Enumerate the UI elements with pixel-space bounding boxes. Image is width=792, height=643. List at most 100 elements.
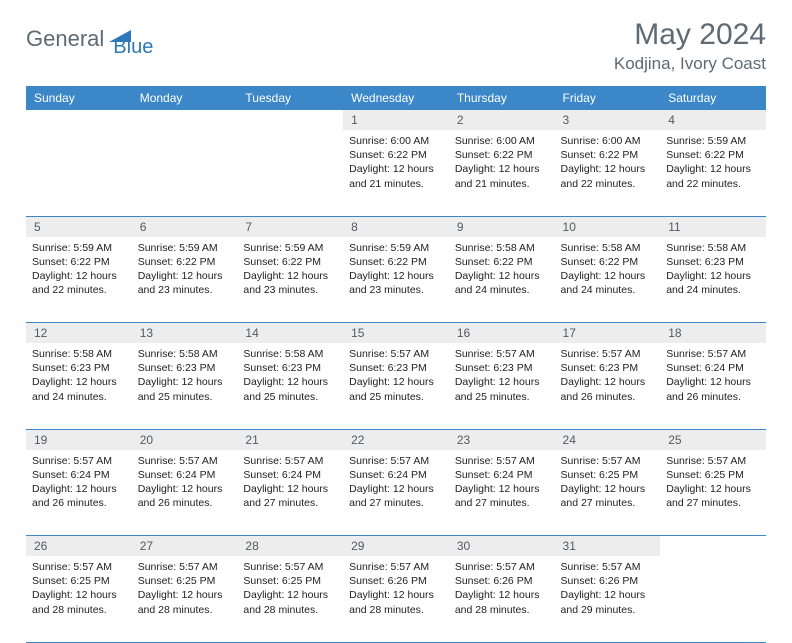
day-detail: Sunrise: 5:57 AMSunset: 6:24 PMDaylight:… (660, 343, 766, 410)
sunset-line: Sunset: 6:23 PM (561, 361, 655, 375)
sunrise-line: Sunrise: 5:58 AM (243, 347, 337, 361)
daylight-line: Daylight: 12 hours and 21 minutes. (455, 162, 549, 190)
sunset-line: Sunset: 6:23 PM (455, 361, 549, 375)
sunset-line: Sunset: 6:25 PM (138, 574, 232, 588)
sunrise-line: Sunrise: 5:58 AM (138, 347, 232, 361)
day-number-row: 262728293031 (26, 536, 766, 557)
day-number-cell: 28 (237, 536, 343, 557)
day-content-cell: Sunrise: 5:57 AMSunset: 6:25 PMDaylight:… (660, 450, 766, 536)
day-number-cell: 12 (26, 323, 132, 344)
day-number-cell: 11 (660, 216, 766, 237)
sunrise-line: Sunrise: 5:57 AM (455, 347, 549, 361)
sunset-line: Sunset: 6:23 PM (243, 361, 337, 375)
day-content-cell: Sunrise: 5:59 AMSunset: 6:22 PMDaylight:… (237, 237, 343, 323)
day-content-cell: Sunrise: 5:57 AMSunset: 6:25 PMDaylight:… (26, 556, 132, 642)
day-content-cell: Sunrise: 5:57 AMSunset: 6:25 PMDaylight:… (237, 556, 343, 642)
sunset-line: Sunset: 6:24 PM (455, 468, 549, 482)
weekday-header: Thursday (449, 86, 555, 110)
day-content-cell: Sunrise: 5:59 AMSunset: 6:22 PMDaylight:… (343, 237, 449, 323)
daylight-line: Daylight: 12 hours and 27 minutes. (243, 482, 337, 510)
sunset-line: Sunset: 6:23 PM (666, 255, 760, 269)
day-detail: Sunrise: 5:57 AMSunset: 6:26 PMDaylight:… (449, 556, 555, 623)
day-number-row: 567891011 (26, 216, 766, 237)
logo-text-general: General (26, 26, 104, 52)
day-number-cell: 14 (237, 323, 343, 344)
day-detail: Sunrise: 6:00 AMSunset: 6:22 PMDaylight:… (343, 130, 449, 197)
sunset-line: Sunset: 6:22 PM (349, 255, 443, 269)
day-content-cell: Sunrise: 5:57 AMSunset: 6:24 PMDaylight:… (660, 343, 766, 429)
daylight-line: Daylight: 12 hours and 22 minutes. (32, 269, 126, 297)
day-content-cell: Sunrise: 5:57 AMSunset: 6:24 PMDaylight:… (449, 450, 555, 536)
day-detail: Sunrise: 5:57 AMSunset: 6:25 PMDaylight:… (660, 450, 766, 517)
day-number-cell: 23 (449, 429, 555, 450)
sunset-line: Sunset: 6:22 PM (455, 255, 549, 269)
day-content-cell: Sunrise: 5:59 AMSunset: 6:22 PMDaylight:… (132, 237, 238, 323)
sunrise-line: Sunrise: 5:57 AM (243, 454, 337, 468)
sunset-line: Sunset: 6:24 PM (138, 468, 232, 482)
daylight-line: Daylight: 12 hours and 28 minutes. (138, 588, 232, 616)
day-number-cell (660, 536, 766, 557)
day-content-cell: Sunrise: 5:57 AMSunset: 6:25 PMDaylight:… (555, 450, 661, 536)
day-number-cell: 1 (343, 110, 449, 130)
day-detail: Sunrise: 5:57 AMSunset: 6:23 PMDaylight:… (449, 343, 555, 410)
day-content-cell: Sunrise: 5:57 AMSunset: 6:23 PMDaylight:… (343, 343, 449, 429)
day-content-cell: Sunrise: 5:57 AMSunset: 6:24 PMDaylight:… (343, 450, 449, 536)
daylight-line: Daylight: 12 hours and 26 minutes. (138, 482, 232, 510)
day-number-cell: 20 (132, 429, 238, 450)
day-detail: Sunrise: 5:59 AMSunset: 6:22 PMDaylight:… (343, 237, 449, 304)
daylight-line: Daylight: 12 hours and 25 minutes. (243, 375, 337, 403)
day-number-cell: 6 (132, 216, 238, 237)
day-detail: Sunrise: 5:57 AMSunset: 6:23 PMDaylight:… (555, 343, 661, 410)
weekday-header: Sunday (26, 86, 132, 110)
sunrise-line: Sunrise: 5:57 AM (561, 454, 655, 468)
day-number-cell: 3 (555, 110, 661, 130)
day-number-cell: 4 (660, 110, 766, 130)
day-detail: Sunrise: 5:58 AMSunset: 6:23 PMDaylight:… (660, 237, 766, 304)
calendar-body: 1234Sunrise: 6:00 AMSunset: 6:22 PMDayli… (26, 110, 766, 642)
day-detail: Sunrise: 5:59 AMSunset: 6:22 PMDaylight:… (132, 237, 238, 304)
day-number-cell: 30 (449, 536, 555, 557)
day-detail: Sunrise: 5:59 AMSunset: 6:22 PMDaylight:… (237, 237, 343, 304)
day-number-cell: 10 (555, 216, 661, 237)
day-detail: Sunrise: 5:57 AMSunset: 6:24 PMDaylight:… (132, 450, 238, 517)
sunrise-line: Sunrise: 5:58 AM (666, 241, 760, 255)
title-block: May 2024 Kodjina, Ivory Coast (614, 18, 766, 74)
day-number-cell: 16 (449, 323, 555, 344)
day-detail: Sunrise: 5:57 AMSunset: 6:25 PMDaylight:… (237, 556, 343, 623)
day-content-cell (132, 130, 238, 216)
day-content-cell: Sunrise: 5:57 AMSunset: 6:24 PMDaylight:… (26, 450, 132, 536)
sunset-line: Sunset: 6:24 PM (349, 468, 443, 482)
day-content-cell: Sunrise: 5:57 AMSunset: 6:24 PMDaylight:… (237, 450, 343, 536)
day-detail: Sunrise: 5:57 AMSunset: 6:24 PMDaylight:… (26, 450, 132, 517)
daylight-line: Daylight: 12 hours and 26 minutes. (666, 375, 760, 403)
day-number-cell: 22 (343, 429, 449, 450)
day-number-cell: 15 (343, 323, 449, 344)
sunrise-line: Sunrise: 5:57 AM (455, 560, 549, 574)
daylight-line: Daylight: 12 hours and 22 minutes. (666, 162, 760, 190)
day-content-cell: Sunrise: 5:58 AMSunset: 6:23 PMDaylight:… (132, 343, 238, 429)
sunset-line: Sunset: 6:22 PM (138, 255, 232, 269)
sunrise-line: Sunrise: 5:58 AM (455, 241, 549, 255)
day-number-cell: 5 (26, 216, 132, 237)
day-detail: Sunrise: 5:57 AMSunset: 6:25 PMDaylight:… (555, 450, 661, 517)
day-number-cell: 9 (449, 216, 555, 237)
sunrise-line: Sunrise: 6:00 AM (455, 134, 549, 148)
sunrise-line: Sunrise: 5:57 AM (349, 454, 443, 468)
day-detail: Sunrise: 5:57 AMSunset: 6:26 PMDaylight:… (555, 556, 661, 623)
day-content-cell: Sunrise: 5:57 AMSunset: 6:26 PMDaylight:… (555, 556, 661, 642)
sunset-line: Sunset: 6:24 PM (666, 361, 760, 375)
weekday-header: Friday (555, 86, 661, 110)
day-content-row: Sunrise: 5:57 AMSunset: 6:24 PMDaylight:… (26, 450, 766, 536)
day-detail: Sunrise: 5:58 AMSunset: 6:22 PMDaylight:… (449, 237, 555, 304)
daylight-line: Daylight: 12 hours and 21 minutes. (349, 162, 443, 190)
sunset-line: Sunset: 6:22 PM (349, 148, 443, 162)
day-detail: Sunrise: 5:58 AMSunset: 6:23 PMDaylight:… (132, 343, 238, 410)
daylight-line: Daylight: 12 hours and 26 minutes. (32, 482, 126, 510)
daylight-line: Daylight: 12 hours and 28 minutes. (455, 588, 549, 616)
day-detail: Sunrise: 5:57 AMSunset: 6:26 PMDaylight:… (343, 556, 449, 623)
day-detail: Sunrise: 6:00 AMSunset: 6:22 PMDaylight:… (555, 130, 661, 197)
day-content-row: Sunrise: 6:00 AMSunset: 6:22 PMDaylight:… (26, 130, 766, 216)
day-content-cell (26, 130, 132, 216)
day-content-cell (660, 556, 766, 642)
sunrise-line: Sunrise: 5:57 AM (349, 560, 443, 574)
